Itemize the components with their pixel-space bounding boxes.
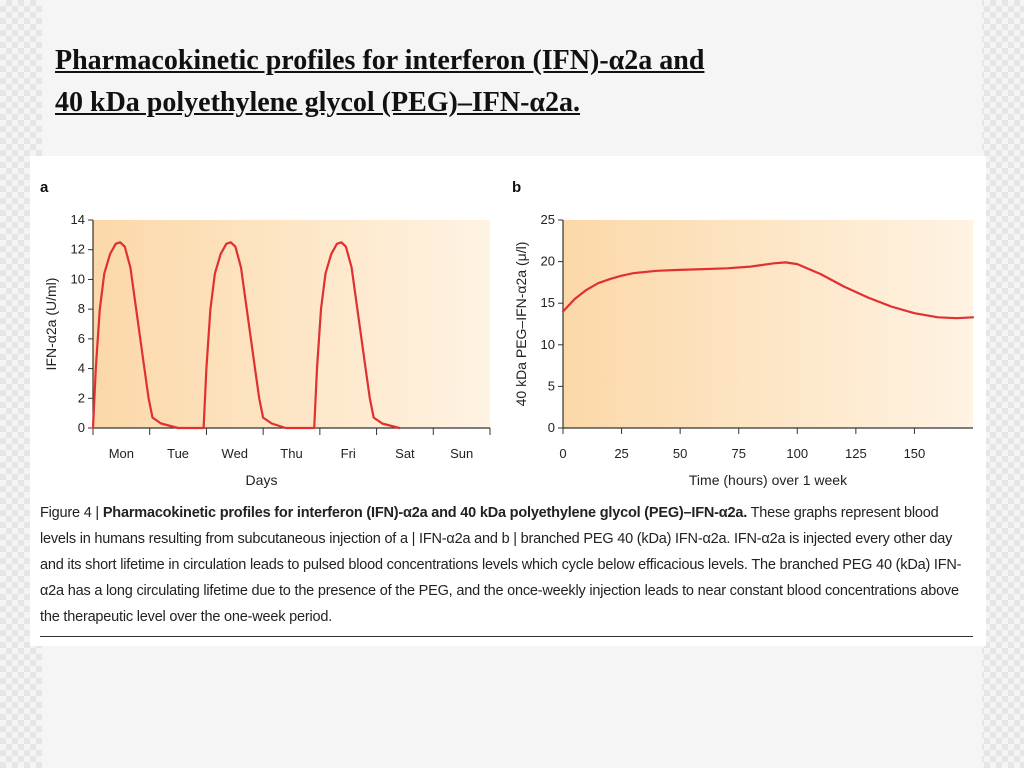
x-tick-label: Sat	[395, 446, 415, 461]
x-tick-label: 0	[559, 446, 566, 461]
title-line-1: Pharmacokinetic profiles for interferon …	[55, 45, 705, 76]
y-tick-label: 12	[71, 242, 85, 257]
x-tick-label: 150	[904, 446, 926, 461]
x-tick-label: 50	[673, 446, 687, 461]
figure: a 0 2 4 6 8 10 12 14 Mon Tue Wed Thu Fri Sat Sun Days IFN…	[30, 156, 986, 646]
chart-panel-a: a 0 2 4 6 8 10 12 14 Mon Tue Wed Thu Fri Sat Sun Days IFN…	[40, 179, 491, 488]
figure-caption: Figure 4 | Pharmacokinetic profiles for …	[40, 500, 970, 630]
y-tick-label: 25	[541, 212, 555, 227]
series-line	[561, 261, 975, 320]
y-tick-label: 10	[71, 271, 85, 286]
x-axis-title: Time (hours) over 1 week	[689, 472, 848, 488]
y-tick-label: 14	[71, 212, 85, 227]
y-tick-label: 2	[78, 390, 85, 405]
y-tick-label: 10	[541, 337, 555, 352]
x-tick-label: Thu	[280, 446, 302, 461]
y-tick-label: 6	[78, 331, 85, 346]
y-tick-label: 20	[541, 254, 555, 269]
panel-label-b: b	[512, 179, 521, 196]
y-tick-label: 8	[78, 301, 85, 316]
x-tick-label: 100	[786, 446, 808, 461]
y-tick-label: 5	[548, 378, 555, 393]
y-tick-label: 0	[78, 420, 85, 435]
plot-background	[93, 220, 490, 428]
y-tick-label: 4	[78, 361, 85, 376]
y-axis-title: 40 kDa PEG–IFN-α2a (μ/l)	[513, 242, 529, 407]
x-tick-label: Sun	[450, 446, 473, 461]
x-tick-label: Mon	[109, 446, 134, 461]
panel-label-a: a	[40, 179, 49, 196]
y-axis-title: IFN-α2a (U/ml)	[43, 278, 59, 371]
x-tick-label: Tue	[167, 446, 189, 461]
caption-figure-label: Figure 4 |	[40, 505, 103, 521]
title-line-2: 40 kDa polyethylene glycol (PEG)–IFN-α2a…	[55, 87, 581, 118]
caption-title: Pharmacokinetic profiles for interferon …	[102, 505, 748, 521]
chart-panel-b: b 0 5 10 15 20 25 0 25 50 75 100 125 150 Time (hours) …	[512, 179, 975, 488]
caption-body: These graphs represent blood levels in h…	[40, 505, 962, 625]
figure-charts: a 0 2 4 6 8 10 12 14 Mon Tue Wed Thu Fri Sat Sun Days IFN…	[40, 179, 975, 488]
plot-background	[563, 220, 973, 428]
series-line	[91, 241, 401, 430]
x-tick-label: Wed	[222, 446, 249, 461]
x-axis-title: Days	[246, 472, 278, 488]
y-tick-label: 0	[548, 420, 555, 435]
caption-divider	[40, 636, 973, 637]
x-tick-label: 125	[845, 446, 867, 461]
y-tick-label: 15	[541, 295, 555, 310]
slide-title: Pharmacokinetic profiles for interferon …	[55, 40, 915, 124]
x-tick-label: Fri	[341, 446, 356, 461]
x-tick-label: 25	[614, 446, 628, 461]
x-tick-label: 75	[731, 446, 745, 461]
